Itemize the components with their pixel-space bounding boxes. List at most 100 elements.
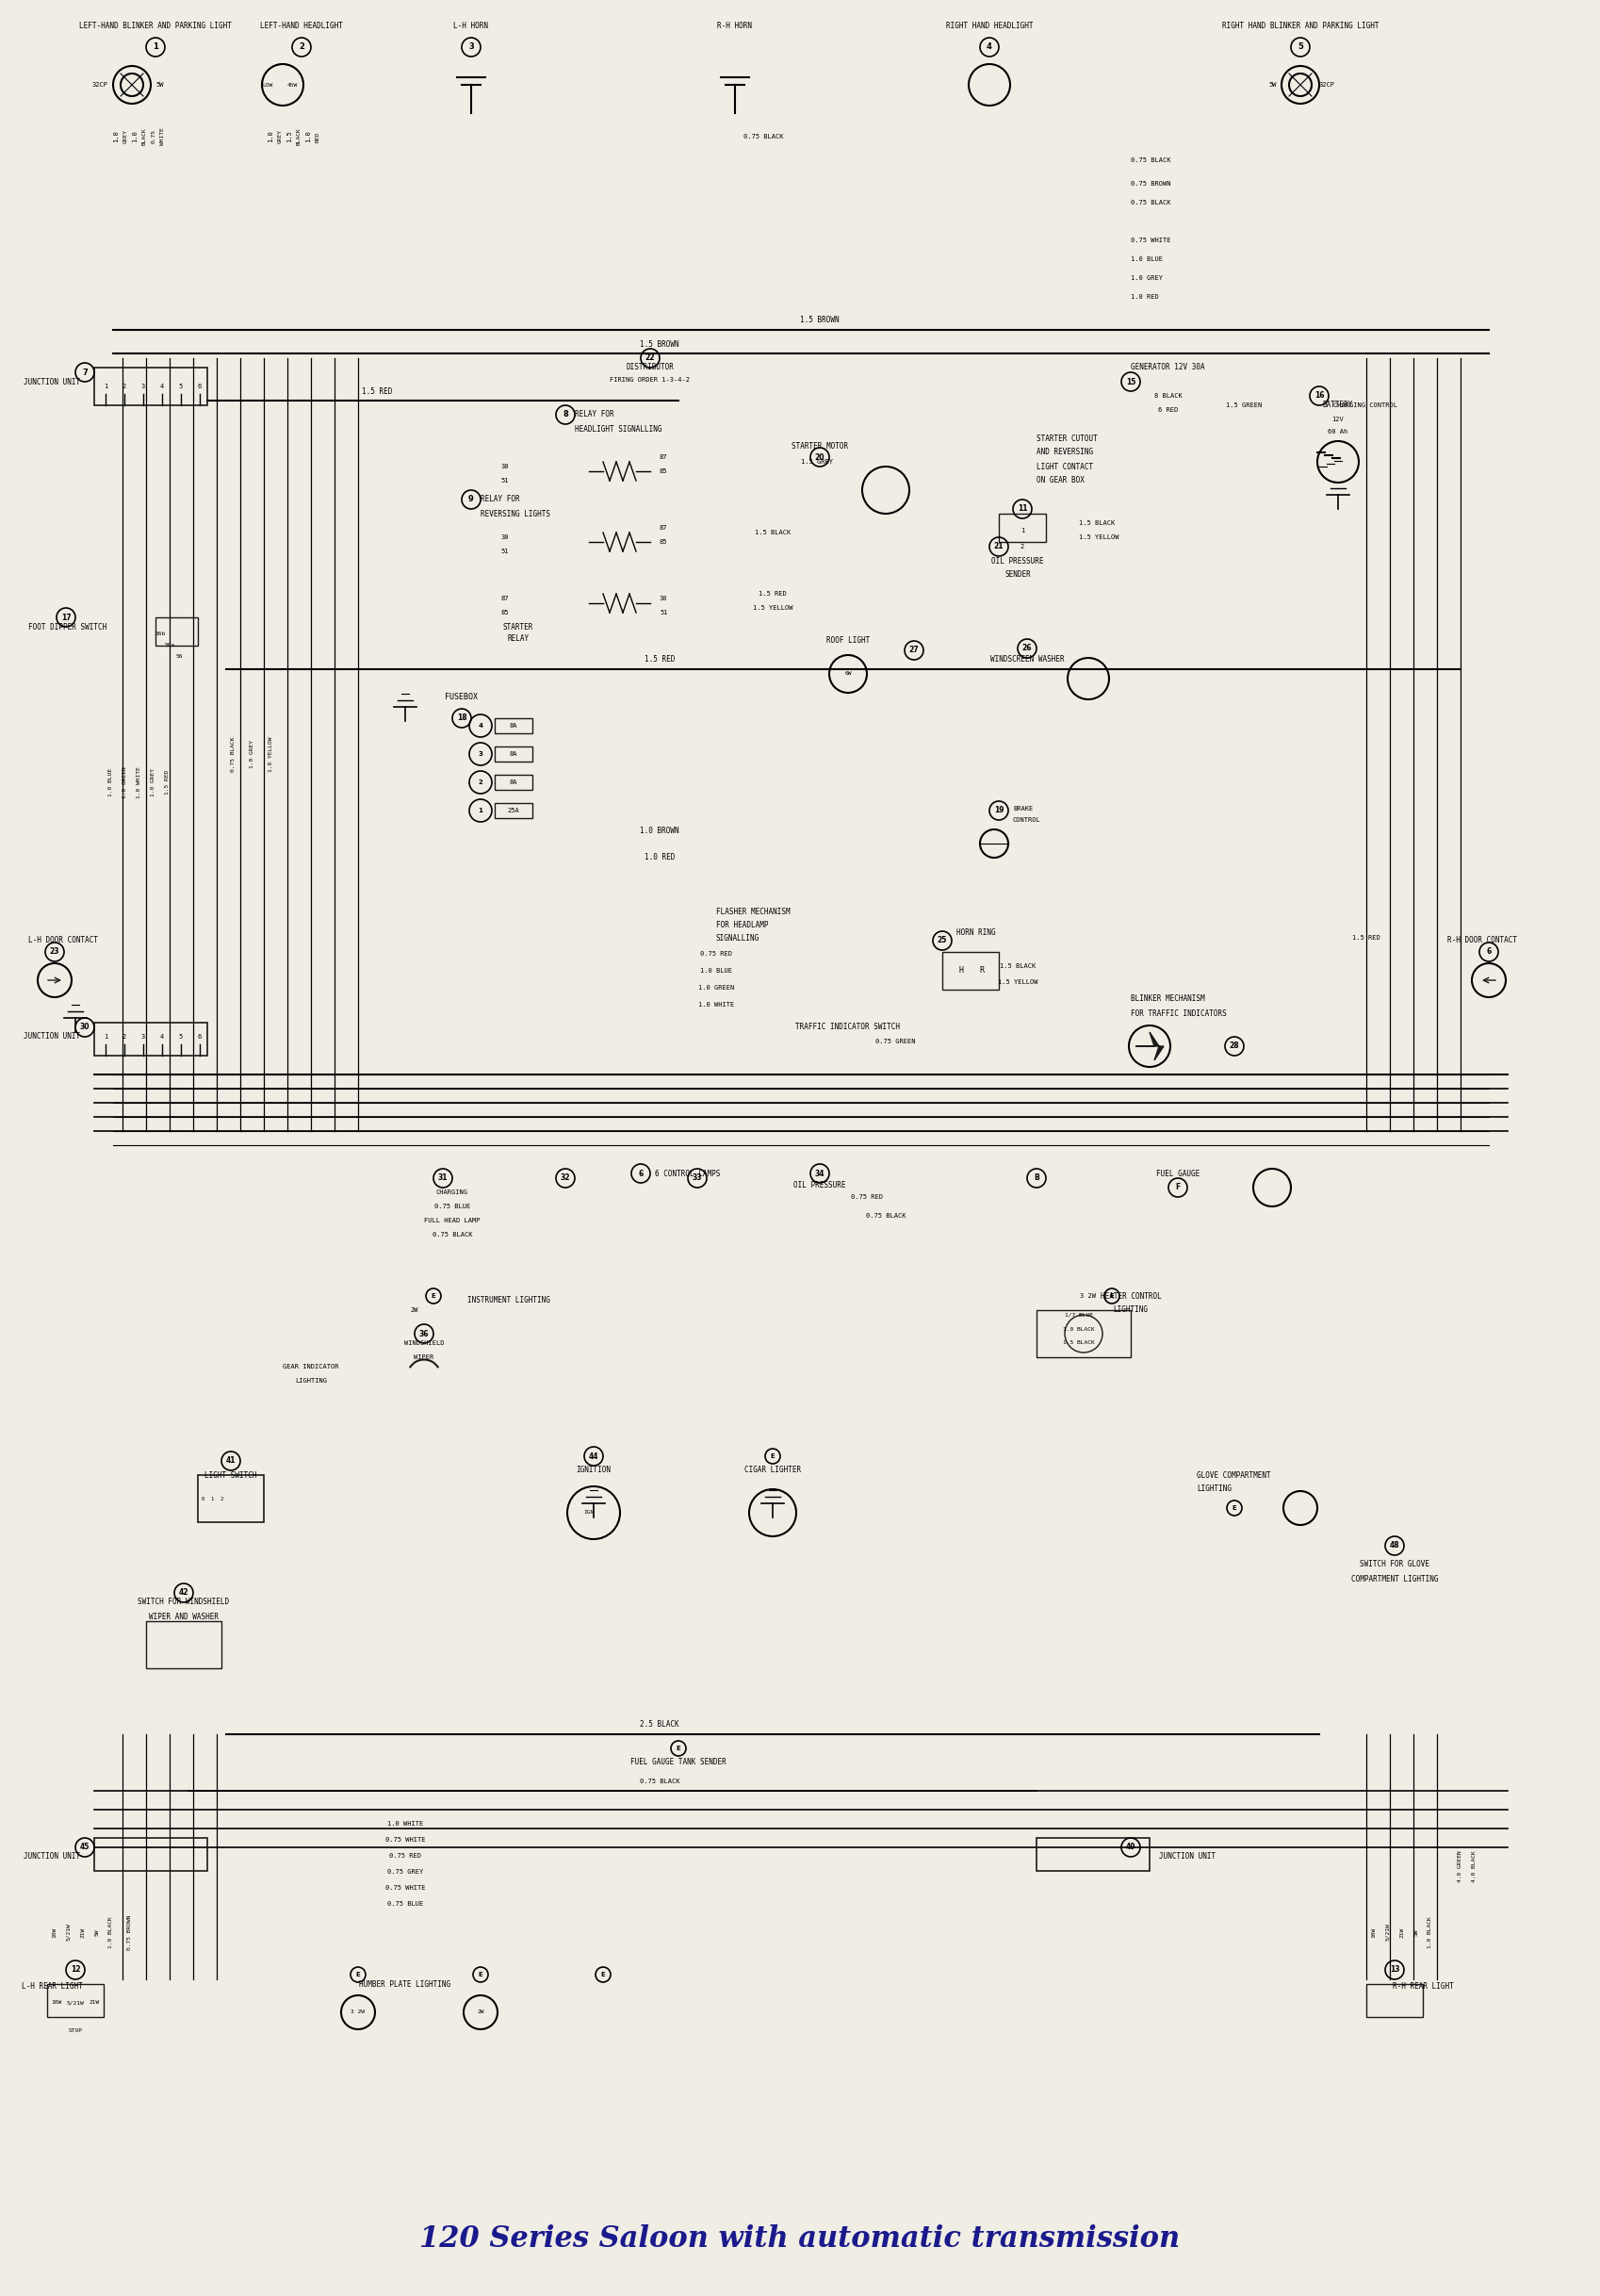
Text: 1.0 WHITE: 1.0 WHITE	[698, 1001, 734, 1008]
Text: 1.0 BLACK: 1.0 BLACK	[1062, 1327, 1094, 1332]
Text: 1.5 RED: 1.5 RED	[758, 590, 787, 597]
Text: 21: 21	[994, 542, 1003, 551]
Text: RELAY FOR: RELAY FOR	[480, 496, 520, 503]
Text: LEFT-HAND BLINKER AND PARKING LIGHT: LEFT-HAND BLINKER AND PARKING LIGHT	[80, 23, 232, 30]
Text: STARTER: STARTER	[502, 622, 533, 631]
Text: 45: 45	[80, 1844, 90, 1851]
Text: GREY: GREY	[123, 129, 128, 145]
Text: WINDSHIELD: WINDSHIELD	[405, 1341, 445, 1345]
Text: 42: 42	[179, 1589, 189, 1598]
Text: 32: 32	[560, 1173, 570, 1182]
Text: 56a: 56a	[165, 643, 174, 647]
Text: 1.5: 1.5	[286, 131, 293, 142]
Text: 2.5 BLACK: 2.5 BLACK	[640, 1720, 680, 1729]
Text: 21W: 21W	[90, 2000, 99, 2004]
Text: 10W: 10W	[1371, 1926, 1376, 1938]
Text: 2: 2	[478, 778, 483, 785]
Text: 51: 51	[501, 478, 509, 484]
Text: 2W: 2W	[477, 2009, 485, 2014]
Text: AND REVERSING: AND REVERSING	[1037, 448, 1093, 457]
Text: 1.0: 1.0	[306, 131, 310, 142]
Text: 15: 15	[1126, 377, 1136, 386]
Text: 85: 85	[501, 611, 509, 615]
Text: 5W: 5W	[1414, 1929, 1419, 1936]
Text: RED: RED	[315, 131, 320, 142]
Text: OIL PRESSURE: OIL PRESSURE	[992, 556, 1043, 565]
Text: 1.0 WHITE: 1.0 WHITE	[387, 1821, 424, 1828]
Bar	[198, 1474, 264, 1522]
Text: WIPER AND WASHER: WIPER AND WASHER	[149, 1612, 219, 1621]
Text: 56: 56	[176, 654, 182, 659]
Text: SWITCH FOR GLOVE: SWITCH FOR GLOVE	[1360, 1561, 1429, 1568]
Text: 8A: 8A	[509, 723, 517, 728]
Text: 19: 19	[994, 806, 1003, 815]
Text: 56b: 56b	[155, 631, 165, 636]
Text: 1.5 GREY: 1.5 GREY	[802, 459, 834, 464]
Text: 1/7 BLUE: 1/7 BLUE	[1064, 1313, 1093, 1318]
Text: 1.5 BROWN: 1.5 BROWN	[800, 317, 840, 324]
Text: 0.75 RED: 0.75 RED	[389, 1853, 421, 1860]
Text: 44: 44	[589, 1451, 598, 1460]
Text: 22: 22	[645, 354, 654, 363]
Text: 8A: 8A	[509, 751, 517, 758]
Text: RIGHT HAND BLINKER AND PARKING LIGHT: RIGHT HAND BLINKER AND PARKING LIGHT	[1222, 23, 1379, 30]
Text: 5/21W: 5/21W	[1386, 1924, 1390, 1940]
Text: BLINKER MECHANISM: BLINKER MECHANISM	[1131, 994, 1205, 1003]
Text: 3 2W: 3 2W	[1080, 1293, 1096, 1300]
Text: L-H HORN: L-H HORN	[454, 23, 488, 30]
Text: FOOT DIPPER SWITCH: FOOT DIPPER SWITCH	[29, 622, 107, 631]
Text: 0.75 BROWN: 0.75 BROWN	[1131, 181, 1171, 186]
Text: H: H	[958, 967, 963, 976]
Text: 2: 2	[122, 383, 126, 390]
Text: 45W: 45W	[286, 83, 298, 87]
Text: 48: 48	[1389, 1541, 1400, 1550]
Text: 4.0 BLACK: 4.0 BLACK	[1472, 1851, 1477, 1883]
Text: INSTRUMENT LIGHTING: INSTRUMENT LIGHTING	[467, 1297, 550, 1304]
Text: FUSEBOX: FUSEBOX	[445, 693, 478, 703]
Text: E: E	[355, 1972, 360, 1977]
Text: 3: 3	[469, 44, 474, 51]
Text: 34: 34	[814, 1169, 824, 1178]
Bar	[942, 953, 998, 990]
Text: 0.75 BLACK: 0.75 BLACK	[744, 133, 784, 140]
Text: 1.0: 1.0	[267, 131, 274, 142]
Text: 0.75 RED: 0.75 RED	[701, 951, 733, 957]
Text: 16: 16	[1314, 393, 1325, 400]
Text: HEATER CONTROL: HEATER CONTROL	[1101, 1293, 1162, 1300]
Text: 4.0 GREEN: 4.0 GREEN	[1458, 1851, 1462, 1883]
Text: 5W: 5W	[155, 83, 163, 87]
Text: 0.75 WHITE: 0.75 WHITE	[1131, 236, 1171, 243]
Bar	[46, 1984, 104, 2016]
Text: 28: 28	[1229, 1042, 1240, 1052]
Text: 12: 12	[70, 1965, 80, 1975]
Bar	[94, 1837, 208, 1871]
Text: 1.0 RED: 1.0 RED	[1131, 294, 1158, 301]
Text: STOP: STOP	[69, 2030, 83, 2034]
Text: RIGHT HAND HEADLIGHT: RIGHT HAND HEADLIGHT	[946, 23, 1034, 30]
Text: 5/21W: 5/21W	[67, 1924, 70, 1940]
Text: 11: 11	[1018, 505, 1027, 514]
Text: 1.5 BROWN: 1.5 BROWN	[640, 340, 680, 349]
Text: 5W: 5W	[1269, 83, 1277, 87]
Text: FUEL GAUGE: FUEL GAUGE	[1157, 1169, 1200, 1178]
Text: 0.75 BLACK: 0.75 BLACK	[1131, 158, 1171, 163]
Text: E: E	[1110, 1293, 1114, 1300]
Text: 25A: 25A	[507, 808, 520, 813]
Text: LEFT-HAND HEADLIGHT: LEFT-HAND HEADLIGHT	[261, 23, 342, 30]
Text: JUNCTION UNIT: JUNCTION UNIT	[1158, 1853, 1216, 1862]
Bar	[146, 1621, 221, 1669]
Text: 1.5 RED: 1.5 RED	[1352, 934, 1381, 941]
Text: 1: 1	[152, 44, 158, 51]
Text: 27: 27	[909, 645, 918, 654]
Text: 1.0: 1.0	[131, 131, 138, 142]
Bar	[1366, 1984, 1422, 2016]
Text: 85: 85	[659, 540, 667, 544]
Text: 12V: 12V	[1333, 416, 1344, 422]
Text: 1.0 YELLOW: 1.0 YELLOW	[269, 737, 274, 771]
Text: LIGHT CONTACT: LIGHT CONTACT	[1037, 461, 1093, 471]
Text: LIGHT SWITCH: LIGHT SWITCH	[205, 1472, 258, 1479]
Text: LIGHTING: LIGHTING	[1197, 1486, 1232, 1492]
Text: 1.5 GREEN: 1.5 GREEN	[1226, 402, 1262, 409]
Text: E: E	[432, 1293, 435, 1300]
Text: 60 Ah: 60 Ah	[1328, 429, 1349, 434]
